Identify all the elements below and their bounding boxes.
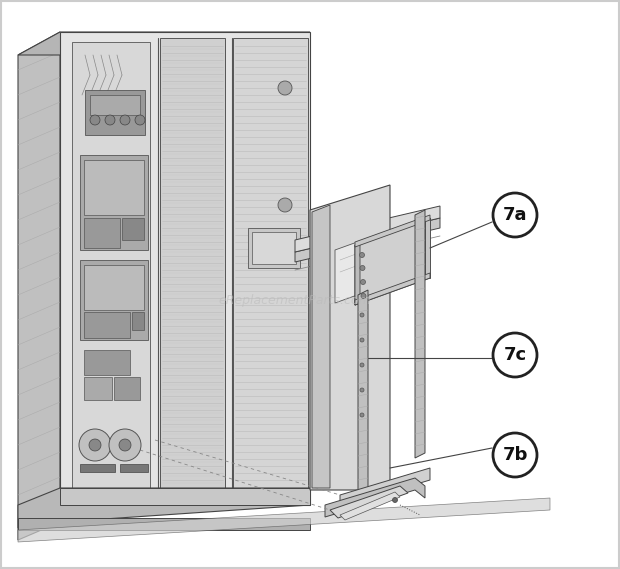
Circle shape: [278, 81, 292, 95]
Polygon shape: [84, 160, 144, 215]
Text: 7b: 7b: [502, 446, 528, 464]
Polygon shape: [310, 185, 390, 490]
Polygon shape: [84, 312, 130, 338]
Circle shape: [361, 294, 366, 299]
Polygon shape: [84, 350, 130, 375]
Polygon shape: [84, 377, 112, 400]
Polygon shape: [18, 32, 310, 55]
Polygon shape: [425, 218, 430, 278]
Polygon shape: [355, 273, 430, 305]
Circle shape: [360, 338, 364, 342]
Circle shape: [105, 115, 115, 125]
Polygon shape: [340, 468, 430, 507]
Circle shape: [360, 313, 364, 317]
Text: 7a: 7a: [503, 206, 527, 224]
Polygon shape: [233, 38, 308, 488]
Circle shape: [360, 363, 364, 367]
Polygon shape: [72, 42, 150, 488]
Polygon shape: [18, 498, 550, 542]
Circle shape: [135, 115, 145, 125]
Circle shape: [493, 433, 537, 477]
Polygon shape: [355, 243, 360, 305]
Polygon shape: [18, 518, 310, 530]
Circle shape: [392, 497, 397, 502]
Polygon shape: [60, 488, 310, 505]
Polygon shape: [252, 232, 296, 264]
Circle shape: [493, 333, 537, 377]
Circle shape: [278, 198, 292, 212]
Circle shape: [360, 388, 364, 392]
Polygon shape: [80, 155, 148, 250]
Polygon shape: [122, 218, 144, 240]
Polygon shape: [415, 210, 425, 458]
Polygon shape: [325, 478, 425, 517]
Circle shape: [360, 413, 364, 417]
Polygon shape: [312, 205, 330, 488]
Polygon shape: [18, 488, 310, 540]
Polygon shape: [80, 260, 148, 340]
Polygon shape: [355, 215, 430, 247]
Circle shape: [90, 115, 100, 125]
Polygon shape: [84, 218, 120, 248]
Polygon shape: [358, 290, 368, 505]
Polygon shape: [84, 265, 144, 310]
Polygon shape: [114, 377, 140, 400]
Polygon shape: [248, 228, 300, 268]
Polygon shape: [355, 218, 430, 305]
Circle shape: [119, 439, 131, 451]
Circle shape: [360, 253, 365, 258]
Text: eReplacementParts.com: eReplacementParts.com: [219, 294, 371, 307]
Polygon shape: [90, 95, 140, 115]
Polygon shape: [80, 464, 115, 472]
Circle shape: [120, 115, 130, 125]
Polygon shape: [60, 32, 310, 505]
Polygon shape: [295, 218, 440, 262]
Circle shape: [109, 429, 141, 461]
Circle shape: [360, 266, 365, 270]
Polygon shape: [295, 206, 440, 252]
Polygon shape: [340, 492, 400, 520]
Text: 7c: 7c: [503, 346, 526, 364]
Polygon shape: [160, 38, 225, 488]
Polygon shape: [132, 312, 144, 330]
Circle shape: [89, 439, 101, 451]
Circle shape: [493, 193, 537, 237]
Polygon shape: [335, 232, 385, 303]
Circle shape: [360, 279, 366, 284]
Polygon shape: [330, 486, 408, 518]
Polygon shape: [85, 90, 145, 135]
Polygon shape: [120, 464, 148, 472]
Polygon shape: [18, 32, 60, 528]
Circle shape: [79, 429, 111, 461]
